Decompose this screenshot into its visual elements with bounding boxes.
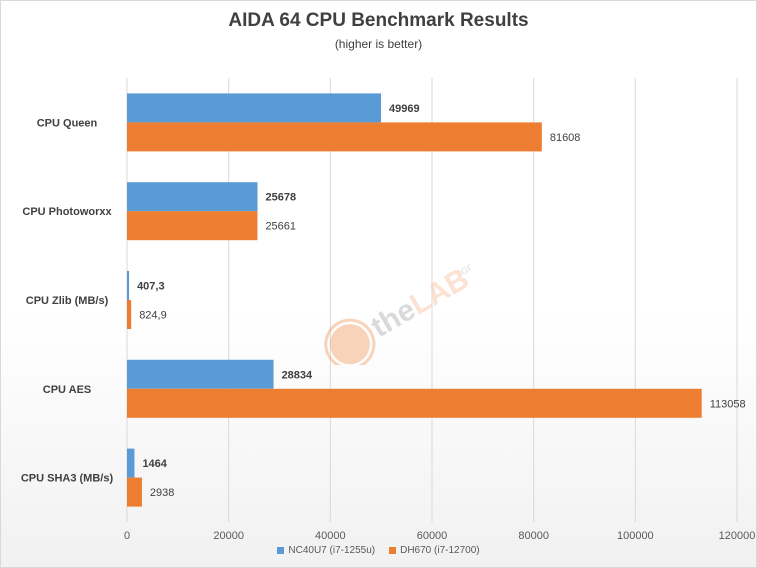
bar-series-2 [127,122,542,152]
bar-series-2 [127,388,702,418]
data-label-series-2: 81608 [550,132,581,144]
legend-label-series-1: NC40U7 (i7-1255u) [288,545,376,556]
category-label: CPU Photoworxx [22,206,112,218]
data-label-series-2: 25661 [265,221,296,233]
x-tick-label: 0 [124,530,130,542]
legend-item-series-1: NC40U7 (i7-1255u) [277,545,375,556]
legend-swatch-series-1 [277,547,285,554]
bar-series-2 [127,300,132,329]
data-label-series-1: 49969 [389,103,420,115]
x-tick-label: 100000 [617,530,654,542]
bar-series-1 [127,448,135,478]
bar-series-1 [127,359,274,389]
bar-series-1 [127,93,382,123]
legend-label-series-2: DH670 (i7-12700) [400,545,480,556]
bar-series-1 [127,182,258,212]
x-tick-label: 80000 [518,530,549,542]
category-label: CPU AES [43,384,92,396]
bar-series-2 [127,211,258,241]
thelab-watermark-logo: the LAB .GR [300,225,476,370]
x-tick-label: 120000 [719,530,756,542]
x-tick-label: 20000 [213,530,244,542]
data-label-series-1: 1464 [142,458,167,470]
data-label-series-1: 407,3 [137,281,165,293]
data-label-series-2: 2938 [150,487,174,499]
chart-subtitle: (higher is better) [334,37,423,51]
bar-series-1 [127,271,130,300]
bar-series-2 [127,477,142,507]
data-label-series-1: 28834 [282,369,313,381]
data-label-series-2: 824,9 [139,310,167,322]
x-tick-label: 40000 [315,530,346,542]
category-label: CPU SHA3 (MB/s) [21,473,114,485]
data-label-series-2: 113058 [710,398,746,410]
category-label: CPU Queen [37,117,98,129]
x-tick-label: 60000 [417,530,448,542]
chart-legend: NC40U7 (i7-1255u) DH670 (i7-12700) [0,545,757,556]
legend-swatch-series-2 [389,547,397,554]
data-label-series-1: 25678 [266,192,297,204]
chart-title: AIDA 64 CPU Benchmark Results [228,10,529,31]
legend-item-series-2: DH670 (i7-12700) [389,545,480,556]
category-label: CPU Zlib (MB/s) [26,295,109,307]
